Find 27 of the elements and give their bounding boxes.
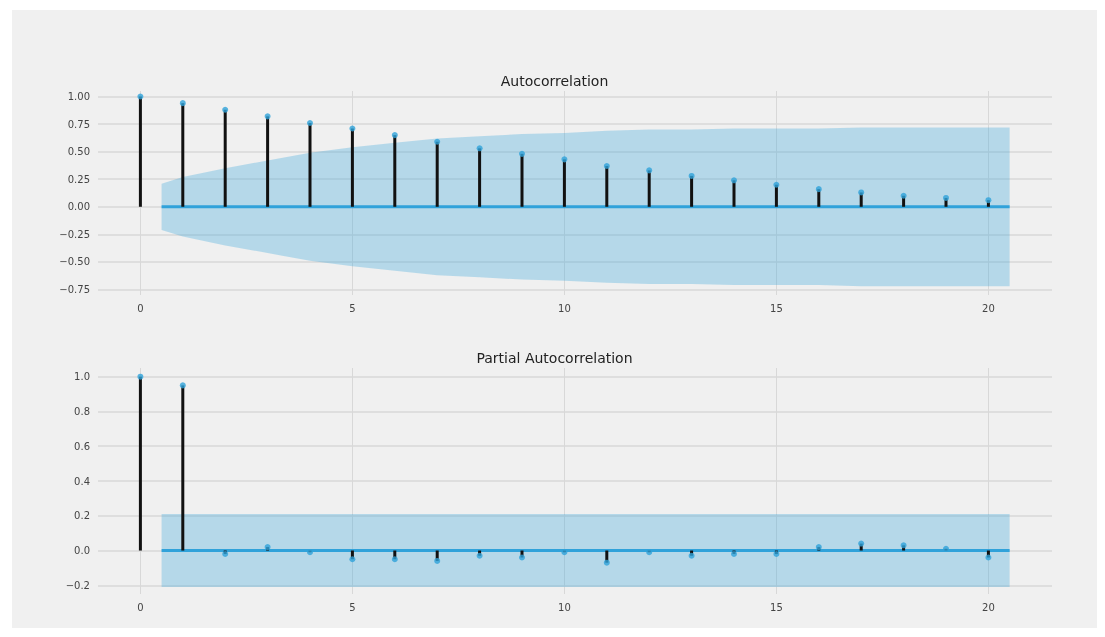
x-tick-label: 20: [982, 601, 995, 613]
y-tick-label: 0.4: [74, 475, 90, 487]
x-tick-label: 5: [349, 302, 356, 314]
x-tick-label: 15: [770, 302, 783, 314]
y-tick-label: 0.6: [74, 440, 90, 452]
y-tick-label: 0.0: [74, 545, 90, 557]
y-tick-label: 0.00: [67, 201, 90, 213]
x-tick-label: 20: [982, 302, 995, 314]
y-tick-label: 0.50: [67, 146, 90, 158]
y-tick-label: 0.2: [74, 510, 90, 522]
y-tick-label: −0.50: [59, 256, 90, 268]
y-tick-label: −0.2: [65, 579, 90, 591]
y-tick-label: 1.00: [67, 91, 90, 103]
x-tick-label: 0: [137, 302, 144, 314]
y-tick-label: 0.8: [74, 405, 90, 417]
x-tick-label: 15: [770, 601, 783, 613]
chart-title: Autocorrelation: [500, 73, 609, 89]
x-tick-label: 5: [349, 601, 356, 613]
y-tick-label: 0.75: [67, 118, 90, 130]
x-tick-label: 0: [137, 601, 144, 613]
y-tick-label: −0.75: [59, 283, 90, 295]
chart-title: Partial Autocorrelation: [476, 350, 633, 366]
x-tick-label: 10: [558, 302, 571, 314]
y-tick-label: −0.25: [59, 228, 90, 240]
y-tick-label: 1.0: [74, 371, 90, 383]
y-tick-label: 0.25: [67, 173, 90, 185]
x-tick-label: 10: [558, 601, 571, 613]
